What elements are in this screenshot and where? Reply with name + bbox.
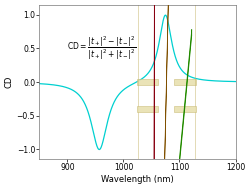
Bar (158, 0, 175, 189)
Bar (174, 106, 196, 112)
Bar (153, 0, 156, 189)
Bar (137, 106, 158, 112)
Text: $\mathrm{CD} = \dfrac{|t_+|^2 - |t_-|^2}{|t_+|^2 + |t_-|^2}$: $\mathrm{CD} = \dfrac{|t_+|^2 - |t_-|^2}… (68, 34, 137, 62)
Bar (174, 79, 196, 85)
Bar (137, 79, 158, 85)
Bar (175, 29, 192, 189)
Y-axis label: CD: CD (5, 76, 14, 88)
X-axis label: Wavelength (nm): Wavelength (nm) (101, 175, 174, 184)
